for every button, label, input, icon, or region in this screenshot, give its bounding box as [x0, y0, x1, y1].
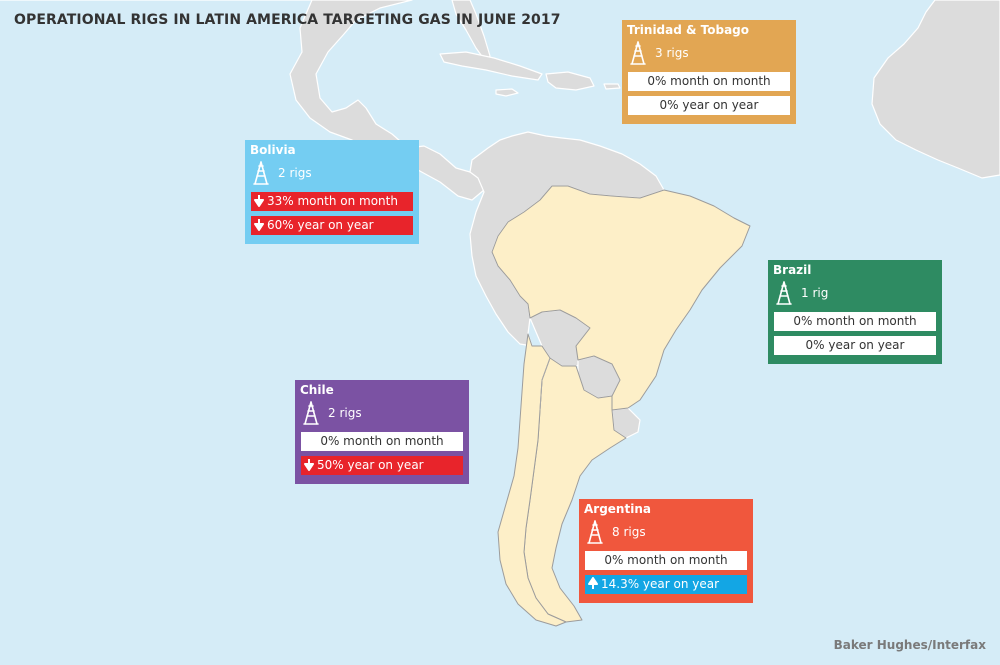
month-change: 0% month on month [628, 72, 790, 91]
oil-rig-icon [630, 41, 646, 65]
arrow-down-icon [254, 195, 264, 207]
region-card-bolivia: Bolivia 2 rigs 33% month on month 60% ye… [245, 140, 419, 244]
year-change: 0% year on year [628, 96, 790, 115]
north-central-america [0, 0, 485, 201]
region-name: Brazil [773, 263, 812, 277]
region-card-argentina: Argentina 8 rigs 0% month on month 14.3%… [579, 499, 753, 603]
arrow-down-icon [254, 219, 264, 231]
year-change: 14.3% year on year [585, 575, 747, 594]
month-change: 0% month on month [585, 551, 747, 570]
jamaica [495, 88, 519, 97]
oil-rig-icon [303, 401, 319, 425]
region-card-trinidad-tobago: Trinidad & Tobago 3 rigs 0% month on mon… [622, 20, 796, 124]
africa [871, 0, 1000, 179]
year-change-text: 50% year on year [317, 458, 424, 472]
year-change: 60% year on year [251, 216, 413, 235]
year-change-text: 60% year on year [267, 218, 374, 232]
hispaniola [545, 71, 595, 91]
year-change: 50% year on year [301, 456, 463, 475]
region-name: Trinidad & Tobago [627, 23, 750, 37]
rig-count: 8 rigs [612, 525, 646, 539]
month-change-text: 0% month on month [320, 434, 444, 448]
border-line [539, 357, 551, 411]
oil-rig-icon [587, 520, 603, 544]
year-change-text: 0% year on year [659, 98, 759, 112]
year-change-text: 14.3% year on year [601, 577, 720, 591]
source-credit: Baker Hughes/Interfax [833, 638, 986, 652]
year-change: 0% year on year [774, 336, 936, 355]
region-card-chile: Chile 2 rigs 0% month on month 50% year … [295, 380, 469, 484]
arrow-down-icon [304, 459, 314, 471]
oil-rig-icon [253, 161, 269, 185]
rig-count: 1 rig [801, 286, 829, 300]
year-change-text: 0% year on year [805, 338, 905, 352]
puerto-rico [603, 83, 621, 90]
rig-count: 2 rigs [328, 406, 362, 420]
region-name: Argentina [584, 502, 651, 516]
month-change-text: 0% month on month [793, 314, 917, 328]
map-title: OPERATIONAL RIGS IN LATIN AMERICA TARGET… [14, 12, 561, 28]
month-change: 33% month on month [251, 192, 413, 211]
month-change-text: 0% month on month [647, 74, 771, 88]
month-change: 0% month on month [301, 432, 463, 451]
rig-count: 2 rigs [278, 166, 312, 180]
region-name: Chile [300, 383, 334, 397]
cuba [439, 51, 543, 81]
region-card-brazil: Brazil 1 rig 0% month on month 0% year o… [768, 260, 942, 364]
region-name: Bolivia [250, 143, 296, 157]
month-change: 0% month on month [774, 312, 936, 331]
month-change-text: 33% month on month [267, 194, 398, 208]
month-change-text: 0% month on month [604, 553, 728, 567]
rig-count: 3 rigs [655, 46, 689, 60]
oil-rig-icon [776, 281, 792, 305]
arrow-up-icon [588, 577, 598, 589]
